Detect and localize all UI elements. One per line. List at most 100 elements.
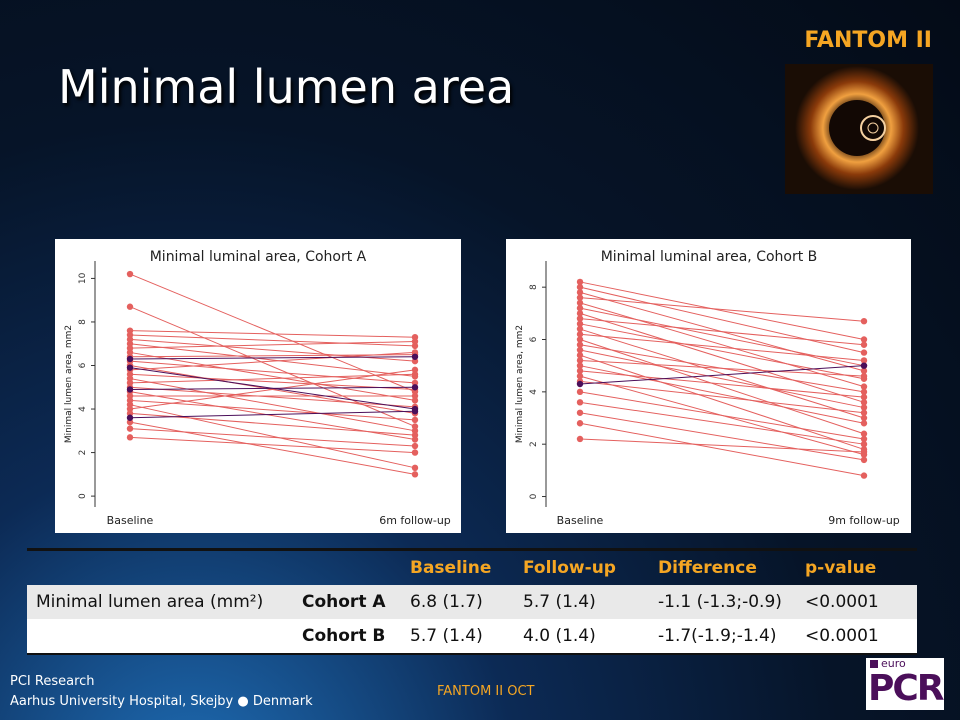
data-point <box>576 278 584 286</box>
data-line <box>579 349 865 409</box>
data-point <box>576 399 584 406</box>
data-line <box>579 365 865 385</box>
table-row: Cohort B 5.7 (1.4) 4.0 (1.4) -1.7(-1.9;-… <box>27 619 917 655</box>
data-line <box>579 328 865 419</box>
x-tick-label: Baseline <box>557 514 604 527</box>
data-point <box>576 367 584 375</box>
data-point <box>126 303 134 310</box>
y-axis-label: Minimal lumen area, mm2 <box>64 325 74 443</box>
cell: -1.7(-1.9;-1.4) <box>658 626 777 646</box>
logo: euro PCR <box>866 657 945 710</box>
x-tick-label: 9m follow-up <box>828 514 900 527</box>
data-point <box>860 409 868 416</box>
data-point <box>411 431 419 439</box>
data-point <box>860 372 868 380</box>
data-point <box>576 283 584 291</box>
data-line <box>579 333 865 361</box>
data-point <box>576 320 584 328</box>
y-tick-label: 6 <box>529 336 539 342</box>
data-point <box>576 341 584 348</box>
column-header: Follow-up <box>523 558 616 578</box>
data-point <box>126 425 134 432</box>
table-row: Minimal lumen area (mm²) Cohort A 6.8 (1… <box>27 585 917 619</box>
data-line <box>129 360 416 384</box>
chart: Minimal luminal area, Cohort B Minimal lu… <box>506 239 911 533</box>
data-line <box>129 351 416 371</box>
data-line <box>579 370 865 398</box>
data-line <box>579 438 865 453</box>
data-line <box>579 412 865 461</box>
x-tick-label: Baseline <box>107 514 154 527</box>
data-point <box>126 434 134 441</box>
data-point <box>576 336 584 343</box>
data-line <box>129 421 416 475</box>
data-line <box>129 334 416 347</box>
data-point <box>576 346 584 354</box>
data-line <box>579 318 865 346</box>
y-tick-label: 4 <box>529 389 539 395</box>
data-point <box>860 472 868 479</box>
data-point <box>576 372 584 380</box>
data-line <box>129 343 416 377</box>
data-point <box>126 386 134 393</box>
data-line <box>129 351 416 401</box>
data-point <box>576 310 584 317</box>
y-tick-label: 8 <box>78 319 88 325</box>
column-header: p-value <box>805 558 877 578</box>
data-line <box>579 401 865 445</box>
footer-org: PCI Research <box>10 674 95 689</box>
data-point <box>860 440 868 448</box>
cell: 4.0 (1.4) <box>523 626 596 646</box>
cell: <0.0001 <box>805 626 879 646</box>
data-line <box>579 422 865 477</box>
data-point <box>860 349 868 356</box>
badge: FANTOM II <box>804 28 932 53</box>
data-point <box>411 384 419 391</box>
data-line <box>129 306 416 427</box>
y-tick-label: 10 <box>78 272 88 284</box>
logo-small: euro <box>881 657 906 670</box>
data-point <box>860 430 868 437</box>
data-line <box>129 386 416 408</box>
data-line <box>579 281 865 341</box>
data-line <box>129 378 416 432</box>
data-line <box>579 323 865 380</box>
row-label: Minimal lumen area (mm²) <box>36 592 264 612</box>
data-point <box>576 331 584 338</box>
data-point <box>576 352 584 359</box>
data-line <box>129 410 416 419</box>
data-line <box>129 436 416 454</box>
data-line <box>129 404 416 469</box>
data-line <box>579 312 865 403</box>
y-tick-label: 0 <box>78 493 88 499</box>
data-line <box>579 307 865 367</box>
data-point <box>860 317 868 325</box>
cell: -1.1 (-1.3;-0.9) <box>658 592 782 612</box>
data-point <box>860 362 868 369</box>
column-header: Baseline <box>410 558 492 578</box>
data-point <box>860 420 868 427</box>
chart: Minimal luminal area, Cohort A Minimal lu… <box>55 239 461 533</box>
data-point <box>411 464 419 472</box>
y-tick-label: 8 <box>529 284 539 290</box>
cohort: Cohort A <box>302 592 386 612</box>
data-point <box>576 357 584 364</box>
data-line <box>579 302 865 388</box>
column-header: Difference <box>658 558 757 578</box>
data-point <box>126 270 134 278</box>
chart-title: Minimal luminal area, Cohort A <box>150 249 367 265</box>
data-point <box>860 367 868 375</box>
table: Baseline Follow-up Difference p-value Mi… <box>27 548 917 655</box>
data-point <box>860 435 868 443</box>
oct-image <box>785 64 933 194</box>
data-point <box>860 456 868 464</box>
data-point <box>126 364 134 371</box>
data-point <box>860 393 868 401</box>
table-header: Baseline Follow-up Difference p-value <box>27 551 917 585</box>
y-tick-label: 6 <box>78 362 88 368</box>
data-point <box>576 362 584 369</box>
cell: 5.7 (1.4) <box>523 592 596 612</box>
data-point <box>576 420 584 427</box>
data-point <box>411 471 419 478</box>
